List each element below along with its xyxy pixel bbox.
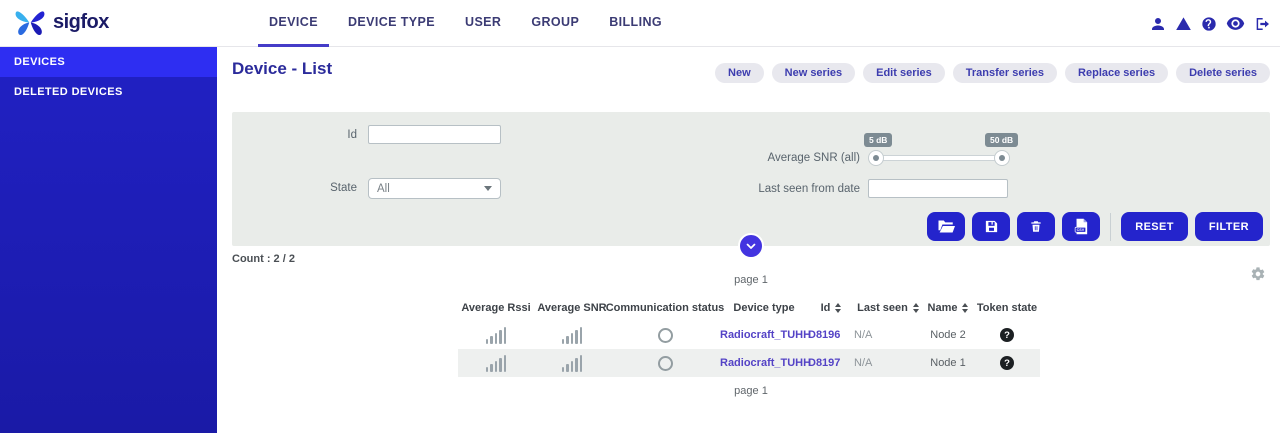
chevron-down-icon: [746, 243, 756, 249]
state-select-value: All: [377, 182, 390, 195]
col-id: Id: [808, 302, 854, 314]
user-icon[interactable]: [1150, 16, 1166, 32]
snr-signal-icon: [561, 354, 583, 372]
slider-handle-min[interactable]: [868, 150, 884, 166]
col-token-state: Token state: [976, 302, 1038, 314]
result-count: Count : 2 / 2: [232, 253, 295, 265]
export-csv-button[interactable]: CSV: [1062, 212, 1101, 241]
pagination-top[interactable]: page 1: [734, 274, 768, 286]
header-action-icons: [1150, 0, 1270, 47]
table-row: Radiocraft_TUHH D8197 N/A Node 1 ?: [458, 349, 1040, 377]
transfer-series-button[interactable]: Transfer series: [952, 63, 1058, 83]
device-name: Node 2: [930, 329, 966, 341]
device-type-link[interactable]: Radiocraft_TUHH: [720, 329, 812, 341]
top-header: sigfox DEVICE DEVICE TYPE USER GROUP BIL…: [0, 0, 1280, 47]
edit-series-button[interactable]: Edit series: [863, 63, 945, 83]
series-button-row: New New series Edit series Transfer seri…: [715, 63, 1270, 83]
snr-min-badge: 5 dB: [864, 133, 893, 147]
tab-user[interactable]: USER: [465, 15, 502, 29]
new-series-button[interactable]: New series: [771, 63, 856, 83]
sidebar-item-deleted-devices[interactable]: DELETED DEVICES: [14, 86, 123, 98]
last-seen-value: N/A: [854, 357, 873, 369]
trash-icon: [1029, 219, 1043, 234]
tab-device-type[interactable]: DEVICE TYPE: [347, 15, 436, 29]
col-name: Name: [922, 302, 974, 314]
button-divider: [1110, 212, 1112, 241]
id-input[interactable]: [368, 125, 501, 144]
state-label: State: [330, 182, 357, 194]
pagination-bottom[interactable]: page 1: [734, 385, 768, 397]
device-id-link[interactable]: D8196: [808, 329, 841, 341]
filter-panel: Id State All 5 dB 50 dB Average SNR (all…: [232, 112, 1270, 246]
export-csv-icon: CSV: [1074, 218, 1089, 235]
tab-group[interactable]: GROUP: [531, 15, 580, 29]
sidebar-item-devices[interactable]: DEVICES: [0, 47, 217, 77]
delete-series-button[interactable]: Delete series: [1176, 63, 1270, 83]
slider-handle-max[interactable]: [994, 150, 1010, 166]
device-id-link[interactable]: D8197: [808, 357, 841, 369]
eye-icon[interactable]: [1226, 16, 1245, 31]
save-filter-button[interactable]: [972, 212, 1011, 241]
top-nav: DEVICE DEVICE TYPE USER GROUP BILLING: [258, 0, 673, 47]
sort-id-icon[interactable]: [835, 303, 842, 313]
last-seen-label: Last seen from date: [758, 183, 860, 195]
reset-button[interactable]: RESET: [1121, 212, 1188, 241]
sort-name-icon[interactable]: [962, 303, 969, 313]
col-average-rssi: Average Rssi: [461, 302, 531, 314]
sidebar: DEVICES DELETED DEVICES: [0, 47, 217, 433]
last-seen-value: N/A: [854, 329, 873, 341]
chevron-down-icon: [484, 186, 492, 191]
filter-actions: CSV RESET FILTER: [927, 212, 1263, 241]
rssi-signal-icon: [485, 354, 507, 372]
page-title: Device - List: [232, 59, 333, 78]
delete-filter-button[interactable]: [1017, 212, 1056, 241]
svg-text:CSV: CSV: [1076, 228, 1084, 232]
device-name: Node 1: [930, 357, 966, 369]
filter-button[interactable]: FILTER: [1194, 212, 1263, 241]
snr-label: Average SNR (all): [767, 152, 860, 164]
last-seen-date-input[interactable]: [868, 179, 1008, 198]
help-icon[interactable]: [1201, 16, 1217, 32]
new-button[interactable]: New: [715, 63, 764, 83]
state-select[interactable]: All: [368, 178, 501, 199]
brand-name: sigfox: [53, 11, 109, 33]
gear-icon[interactable]: [1250, 266, 1266, 282]
communication-status-icon: [657, 355, 673, 371]
logout-icon[interactable]: [1254, 16, 1270, 32]
token-state-help-icon[interactable]: ?: [1000, 328, 1014, 342]
replace-series-button[interactable]: Replace series: [1065, 63, 1169, 83]
alert-icon[interactable]: [1175, 16, 1192, 32]
id-label: Id: [347, 129, 357, 141]
collapse-filter-button[interactable]: [738, 233, 764, 259]
sort-last-seen-icon[interactable]: [912, 303, 919, 313]
save-icon: [984, 219, 999, 234]
snr-range-slider[interactable]: [868, 150, 1010, 166]
sigfox-butterfly-icon: [15, 11, 45, 36]
communication-status-icon: [657, 327, 673, 343]
device-type-link[interactable]: Radiocraft_TUHH: [720, 357, 812, 369]
token-state-help-icon[interactable]: ?: [1000, 356, 1014, 370]
col-communication-status: Communication status: [605, 302, 725, 314]
col-average-snr: Average SNR: [537, 302, 607, 314]
tab-billing[interactable]: BILLING: [609, 15, 662, 29]
load-filter-button[interactable]: [927, 212, 966, 241]
rssi-signal-icon: [485, 326, 507, 344]
snr-signal-icon: [561, 326, 583, 344]
main-content: Device - List New New series Edit series…: [217, 47, 1280, 433]
snr-max-badge: 50 dB: [985, 133, 1019, 147]
open-folder-icon: [937, 219, 956, 234]
device-table: Average Rssi Average SNR Communication s…: [458, 295, 1040, 377]
table-row: Radiocraft_TUHH D8196 N/A Node 2 ?: [458, 321, 1040, 349]
slider-track: [875, 155, 1003, 161]
table-header-row: Average Rssi Average SNR Communication s…: [458, 295, 1040, 321]
tab-device[interactable]: DEVICE: [258, 0, 329, 47]
brand-logo[interactable]: sigfox: [13, 7, 109, 38]
col-last-seen: Last seen: [854, 302, 922, 314]
col-device-type: Device type: [733, 302, 795, 314]
